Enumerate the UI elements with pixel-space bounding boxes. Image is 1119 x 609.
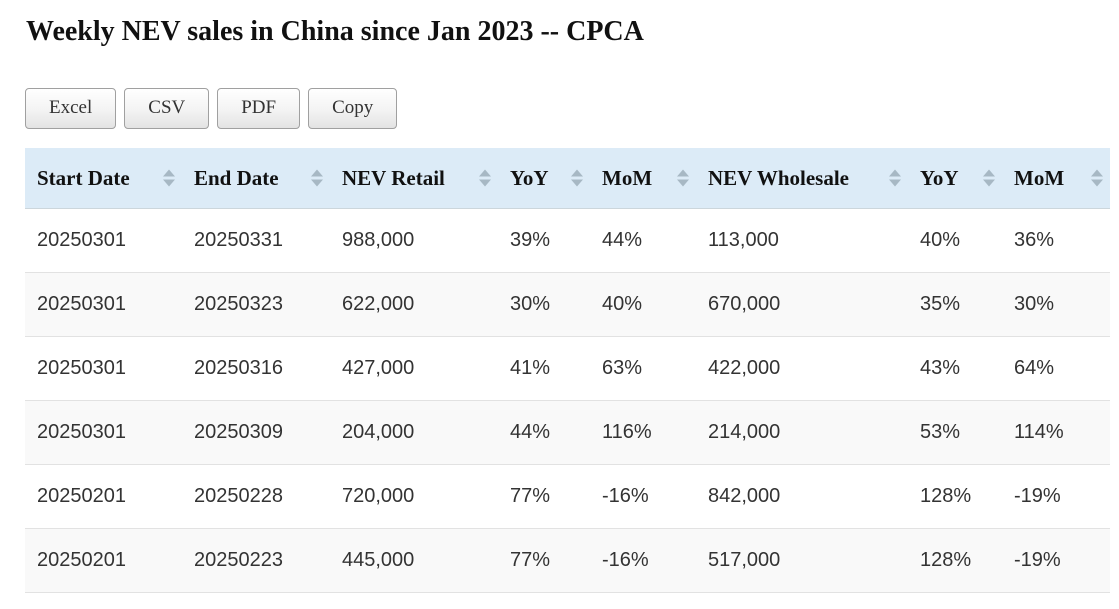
- table-header: Start Date End Date NEV Retail YoY MoM: [25, 148, 1110, 209]
- pdf-button[interactable]: PDF: [217, 87, 301, 130]
- table-cell: 20250223: [182, 527, 330, 593]
- table-row: 20250201 20250228 720,000 77% -16% 842,0…: [25, 463, 1110, 529]
- sort-icon: [163, 169, 175, 187]
- table-cell: 20250323: [182, 271, 330, 337]
- table-row: 20250301 20250316 427,000 41% 63% 422,00…: [25, 335, 1110, 401]
- column-header-end-date[interactable]: End Date: [182, 148, 330, 209]
- sort-icon: [1091, 169, 1103, 187]
- table-cell: 63%: [590, 335, 696, 401]
- table-cell: 622,000: [330, 271, 498, 337]
- column-label: NEV Retail: [342, 165, 445, 190]
- table-cell: 20250201: [25, 527, 182, 593]
- column-label: MoM: [602, 165, 653, 190]
- column-header-retail-mom[interactable]: MoM: [590, 148, 696, 209]
- table-cell: 41%: [498, 335, 590, 401]
- table-cell: 43%: [908, 335, 1002, 401]
- column-header-nev-retail[interactable]: NEV Retail: [330, 148, 498, 209]
- table-cell: 77%: [498, 463, 590, 529]
- table-cell: 64%: [1002, 335, 1110, 401]
- table-cell: -19%: [1002, 527, 1110, 593]
- table-cell: 44%: [498, 399, 590, 465]
- table-cell: 670,000: [696, 271, 908, 337]
- table-cell: 20250301: [25, 399, 182, 465]
- table-cell: 20250301: [25, 335, 182, 401]
- table-cell: 128%: [908, 527, 1002, 593]
- sort-icon: [571, 169, 583, 187]
- table-cell: 35%: [908, 271, 1002, 337]
- sort-icon: [889, 169, 901, 187]
- table-cell: 20250301: [25, 271, 182, 337]
- column-label: YoY: [920, 165, 959, 190]
- table-cell: 422,000: [696, 335, 908, 401]
- excel-button[interactable]: Excel: [25, 87, 117, 130]
- column-label: YoY: [510, 165, 549, 190]
- table-cell: 517,000: [696, 527, 908, 593]
- table-cell: 20250201: [25, 463, 182, 529]
- column-header-start-date[interactable]: Start Date: [25, 148, 182, 209]
- table-cell: 20250228: [182, 463, 330, 529]
- csv-button[interactable]: CSV: [124, 87, 210, 130]
- page-title: Weekly NEV sales in China since Jan 2023…: [26, 16, 644, 47]
- column-header-retail-yoy[interactable]: YoY: [498, 148, 590, 209]
- table-cell: 214,000: [696, 399, 908, 465]
- table-cell: -19%: [1002, 463, 1110, 529]
- export-toolbar: Excel CSV PDF Copy: [25, 87, 1110, 130]
- sort-icon: [479, 169, 491, 187]
- table-cell: 20250316: [182, 335, 330, 401]
- table-cell: 720,000: [330, 463, 498, 529]
- sort-icon: [983, 169, 995, 187]
- table-row: 20250301 20250331 988,000 39% 44% 113,00…: [25, 208, 1110, 272]
- table-row: 20250301 20250309 204,000 44% 116% 214,0…: [25, 399, 1110, 465]
- sort-icon: [677, 169, 689, 187]
- header-row: Start Date End Date NEV Retail YoY MoM: [25, 148, 1110, 209]
- table-cell: 113,000: [708, 228, 779, 251]
- table-cell: 128%: [908, 463, 1002, 529]
- column-header-wholesale-mom[interactable]: MoM: [1002, 148, 1110, 209]
- table-cell: -16%: [590, 527, 696, 593]
- table-cell: 77%: [498, 527, 590, 593]
- table-cell: 40%: [590, 271, 696, 337]
- table-cell: 445,000: [330, 527, 498, 593]
- table-cell: 30%: [1002, 271, 1110, 337]
- table-cell: 53%: [908, 399, 1002, 465]
- page: Weekly NEV sales in China since Jan 2023…: [0, 15, 1119, 593]
- column-label: NEV Wholesale: [708, 165, 849, 190]
- table-cell: 44%: [602, 228, 643, 251]
- column-header-nev-wholesale[interactable]: NEV Wholesale: [696, 148, 908, 209]
- table-cell: 116%: [590, 399, 696, 465]
- table-cell: 20250309: [182, 399, 330, 465]
- table-cell: 114%: [1002, 399, 1110, 465]
- nev-sales-table: Start Date End Date NEV Retail YoY MoM: [25, 148, 1110, 593]
- table-cell: 36%: [1014, 228, 1055, 251]
- table-row: 20250301 20250323 622,000 30% 40% 670,00…: [25, 271, 1110, 337]
- table-row: 20250201 20250223 445,000 77% -16% 517,0…: [25, 527, 1110, 593]
- table-cell: 20250301: [37, 228, 126, 251]
- column-label: MoM: [1014, 165, 1065, 190]
- copy-button[interactable]: Copy: [308, 87, 398, 130]
- table-cell: 39%: [510, 228, 551, 251]
- column-label: Start Date: [37, 165, 130, 190]
- table-cell: 20250331: [194, 228, 283, 251]
- column-header-wholesale-yoy[interactable]: YoY: [908, 148, 1002, 209]
- table-cell: 204,000: [330, 399, 498, 465]
- table-cell: 427,000: [330, 335, 498, 401]
- table-cell: 30%: [498, 271, 590, 337]
- table-body: 20250301 20250331 988,000 39% 44% 113,00…: [25, 208, 1110, 593]
- table-cell: 40%: [920, 228, 961, 251]
- column-label: End Date: [194, 165, 279, 190]
- table-cell: 842,000: [696, 463, 908, 529]
- sort-icon: [311, 169, 323, 187]
- table-cell: -16%: [590, 463, 696, 529]
- table-cell: 988,000: [342, 228, 415, 251]
